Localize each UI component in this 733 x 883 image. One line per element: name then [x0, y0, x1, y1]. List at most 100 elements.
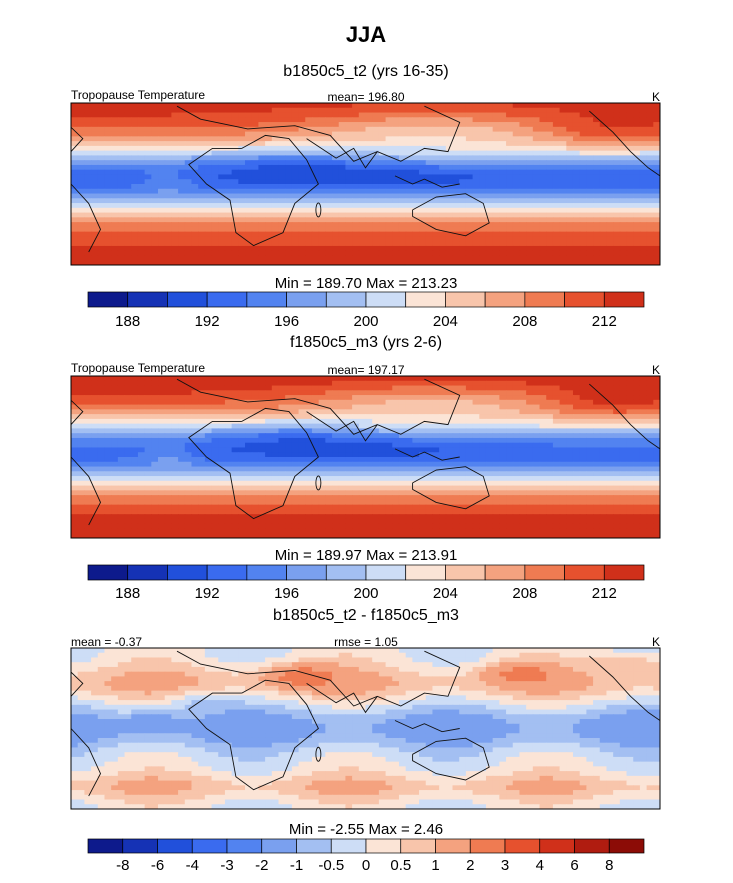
field-cell	[606, 404, 614, 410]
field-cell	[224, 250, 233, 257]
field-cell	[472, 404, 480, 410]
field-cell	[271, 126, 280, 133]
field-cell	[572, 112, 581, 118]
field-cell	[385, 122, 393, 128]
field-cell	[278, 103, 286, 109]
field-cell	[198, 188, 206, 195]
field-cell	[626, 122, 634, 128]
field-cell	[465, 241, 474, 247]
field-cell	[211, 447, 219, 453]
field-cell	[646, 380, 654, 387]
field-cell	[231, 164, 239, 171]
field-cell	[519, 222, 527, 228]
field-cell	[566, 409, 574, 415]
field-cell	[378, 212, 387, 218]
field-cell	[298, 452, 306, 458]
field-cell	[639, 418, 648, 425]
field-cell	[419, 117, 427, 123]
field-cell	[238, 179, 246, 185]
field-cell	[71, 476, 79, 482]
field-cell	[224, 150, 233, 157]
field-cell	[619, 145, 628, 152]
field-cell	[432, 260, 440, 265]
field-cell	[151, 376, 159, 382]
field-cell	[238, 150, 246, 157]
field-cell	[479, 141, 487, 147]
field-cell	[71, 207, 79, 214]
field-cell	[285, 203, 293, 209]
field-cell	[204, 428, 213, 434]
field-cell	[445, 141, 454, 147]
field-cell	[325, 212, 333, 218]
field-cell	[412, 103, 420, 109]
field-cell	[405, 179, 413, 185]
field-cell	[305, 255, 313, 261]
field-cell	[439, 437, 447, 444]
field-cell	[439, 131, 447, 137]
field-cell	[158, 150, 166, 157]
field-cell	[117, 112, 126, 118]
field-cell	[278, 418, 286, 425]
field-cell	[298, 136, 306, 142]
field-cell	[111, 103, 119, 109]
field-cell	[164, 250, 172, 257]
field-cell	[372, 442, 380, 449]
field-cell	[633, 193, 641, 199]
field-cell	[372, 164, 380, 171]
field-cell	[405, 395, 413, 401]
field-cell	[526, 179, 534, 185]
field-cell	[398, 217, 407, 223]
field-cell	[191, 480, 199, 487]
field-cell	[552, 447, 561, 453]
field-cell	[619, 131, 628, 137]
field-cell	[485, 136, 494, 142]
field-cell	[619, 260, 628, 265]
field-cell	[492, 174, 500, 180]
field-cell	[111, 217, 119, 223]
field-cell	[492, 155, 500, 161]
field-cell	[465, 107, 474, 114]
field-cell	[465, 203, 474, 209]
field-cell	[572, 390, 581, 396]
field-cell	[104, 131, 112, 137]
field-cell	[398, 236, 407, 242]
field-cell	[91, 236, 99, 242]
field-cell	[546, 241, 554, 247]
field-cell	[512, 207, 521, 214]
field-cell	[572, 174, 581, 180]
field-cell	[579, 212, 587, 218]
field-cell	[485, 471, 494, 477]
field-cell	[238, 160, 246, 166]
field-cell	[271, 122, 280, 128]
field-cell	[358, 447, 367, 453]
field-cell	[392, 122, 400, 128]
field-cell	[178, 212, 186, 218]
field-cell	[552, 395, 561, 401]
field-cell	[178, 222, 186, 228]
field-cell	[639, 380, 648, 387]
field-cell	[459, 212, 467, 218]
field-cell	[546, 452, 554, 458]
field-cell	[646, 471, 654, 477]
field-cell	[311, 198, 320, 204]
field-cell	[586, 231, 594, 238]
field-cell	[345, 164, 353, 171]
field-cell	[639, 107, 648, 114]
field-cell	[311, 112, 320, 118]
field-cell	[639, 457, 648, 463]
field-cell	[653, 174, 660, 180]
field-cell	[231, 399, 239, 406]
field-cell	[452, 418, 460, 425]
field-cell	[318, 212, 326, 218]
field-cell	[559, 160, 567, 166]
field-cell	[117, 107, 126, 114]
field-cell	[512, 471, 521, 477]
field-cell	[218, 245, 226, 252]
field-cell	[91, 155, 99, 161]
field-cell	[519, 461, 527, 468]
field-cell	[104, 476, 112, 482]
field-cell	[238, 236, 246, 242]
field-cell	[499, 471, 507, 477]
field-cell	[71, 122, 79, 128]
field-cell	[593, 207, 601, 214]
